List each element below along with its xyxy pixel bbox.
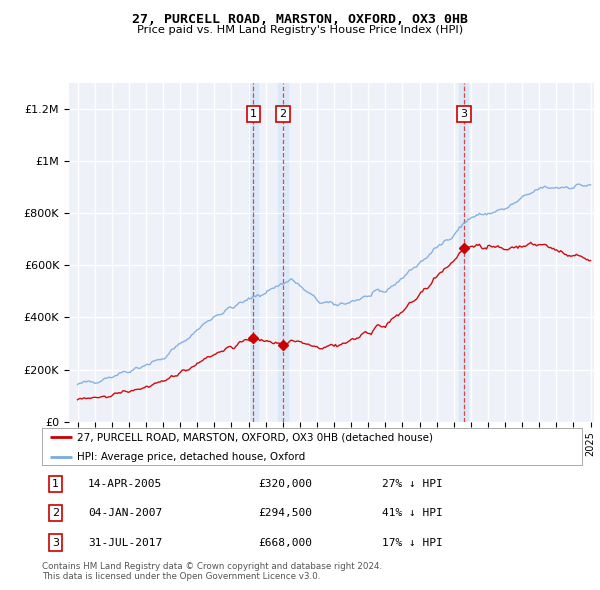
Text: 31-JUL-2017: 31-JUL-2017: [88, 537, 162, 548]
Text: 04-JAN-2007: 04-JAN-2007: [88, 509, 162, 518]
Text: 1: 1: [250, 109, 257, 119]
Text: 27% ↓ HPI: 27% ↓ HPI: [382, 479, 443, 489]
Text: 2: 2: [52, 509, 59, 518]
Text: £668,000: £668,000: [258, 537, 312, 548]
Text: £320,000: £320,000: [258, 479, 312, 489]
Text: 3: 3: [460, 109, 467, 119]
Text: HPI: Average price, detached house, Oxford: HPI: Average price, detached house, Oxfo…: [77, 452, 305, 462]
Text: 41% ↓ HPI: 41% ↓ HPI: [382, 509, 443, 518]
Text: 1: 1: [52, 479, 59, 489]
Text: 27, PURCELL ROAD, MARSTON, OXFORD, OX3 0HB: 27, PURCELL ROAD, MARSTON, OXFORD, OX3 0…: [132, 13, 468, 26]
Text: 14-APR-2005: 14-APR-2005: [88, 479, 162, 489]
Bar: [459, 83, 469, 422]
Text: £294,500: £294,500: [258, 509, 312, 518]
Bar: [278, 83, 287, 422]
Text: Contains HM Land Registry data © Crown copyright and database right 2024.
This d: Contains HM Land Registry data © Crown c…: [42, 562, 382, 581]
Text: Price paid vs. HM Land Registry's House Price Index (HPI): Price paid vs. HM Land Registry's House …: [137, 25, 463, 35]
Bar: [248, 83, 258, 422]
Text: 3: 3: [52, 537, 59, 548]
Text: 27, PURCELL ROAD, MARSTON, OXFORD, OX3 0HB (detached house): 27, PURCELL ROAD, MARSTON, OXFORD, OX3 0…: [77, 432, 433, 442]
Text: 2: 2: [280, 109, 286, 119]
Text: 17% ↓ HPI: 17% ↓ HPI: [382, 537, 443, 548]
